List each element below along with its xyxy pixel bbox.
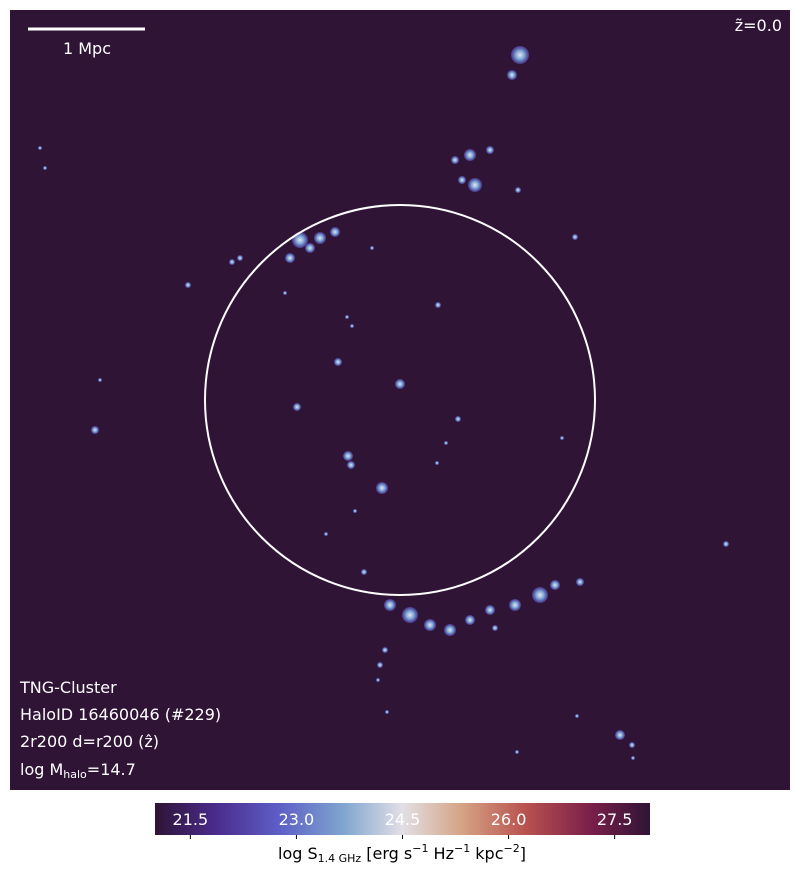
- info-line: TNG-Cluster: [19, 678, 117, 697]
- mass-suffix: =14.7: [87, 760, 136, 779]
- cb-label-exp: −1: [454, 842, 470, 855]
- emission-blob: [43, 166, 47, 170]
- emission-blob: [435, 461, 439, 465]
- emission-blob: [370, 246, 374, 250]
- colorbar-tick-label: 21.5: [173, 810, 209, 829]
- emission-blob: [572, 234, 578, 240]
- mass-prefix: log M: [20, 760, 63, 779]
- colorbar: [155, 803, 650, 835]
- emission-blob: [293, 403, 301, 411]
- emission-blob: [324, 532, 328, 536]
- emission-blob: [305, 243, 315, 253]
- emission-blob: [384, 599, 396, 611]
- emission-blob: [464, 149, 476, 161]
- emission-blob: [185, 282, 191, 288]
- emission-blob: [330, 227, 340, 237]
- emission-blob: [468, 178, 482, 192]
- emission-blob: [292, 232, 308, 248]
- emission-blob: [465, 615, 475, 625]
- emission-blob: [361, 569, 367, 575]
- colorbar-tick-label: 23.0: [279, 810, 315, 829]
- colorbar-label: log S1.4 GHz [erg s−1 Hz−1 kpc−2]: [278, 842, 526, 865]
- cb-label-exp: −1: [412, 842, 428, 855]
- emission-blob: [492, 625, 498, 631]
- emission-blob: [376, 678, 380, 682]
- emission-blob: [550, 580, 560, 590]
- emission-blob: [629, 742, 635, 748]
- emission-blob: [382, 647, 388, 653]
- emission-blob: [345, 315, 349, 319]
- emission-blob: [285, 253, 295, 263]
- emission-blob: [485, 605, 495, 615]
- colorbar-tick-label: 26.0: [491, 810, 527, 829]
- emission-blob: [507, 70, 517, 80]
- info-line: 2r200 d=r200 (ẑ): [20, 732, 159, 751]
- emission-blob: [38, 146, 42, 150]
- cb-label-unit: Hz: [428, 844, 454, 863]
- mass-subscript: halo: [63, 768, 87, 781]
- emission-blob: [91, 426, 99, 434]
- emission-blob: [98, 378, 102, 382]
- cb-label-unit: kpc: [470, 844, 503, 863]
- emission-blob: [424, 619, 436, 631]
- emission-blob: [532, 587, 548, 603]
- emission-blob: [509, 599, 521, 611]
- info-line: HaloID 16460046 (#229): [20, 705, 221, 724]
- scale-bar-label: 1 Mpc: [63, 39, 111, 58]
- emission-blob: [402, 607, 418, 623]
- emission-blob: [435, 302, 441, 308]
- emission-blob: [458, 176, 466, 184]
- emission-blob: [723, 541, 729, 547]
- r200-circle: [204, 204, 596, 596]
- emission-blob: [334, 358, 342, 366]
- emission-blob: [560, 436, 564, 440]
- emission-blob: [347, 461, 355, 469]
- map-background: [10, 10, 790, 790]
- emission-blob: [229, 259, 235, 265]
- emission-blob: [314, 232, 326, 244]
- cb-label-unit: [erg s: [361, 844, 412, 863]
- emission-blob: [376, 482, 388, 494]
- cb-label-exp: −2: [504, 842, 520, 855]
- emission-blob: [385, 710, 389, 714]
- emission-blob: [575, 714, 579, 718]
- redshift-label: z̃=0.0: [735, 16, 782, 35]
- mass-label: log Mhalo=14.7: [20, 760, 136, 781]
- colorbar-ticks: 21.5 23.0 24.5 26.0 27.5: [173, 810, 633, 839]
- emission-blob: [283, 291, 287, 295]
- emission-blob: [615, 730, 625, 740]
- emission-blob: [451, 156, 459, 164]
- emission-blob: [444, 624, 456, 636]
- cb-label-sub: 1.4 GHz: [318, 852, 362, 865]
- emission-blob: [631, 756, 635, 760]
- emission-blob: [237, 255, 243, 261]
- cb-label-end: ]: [520, 844, 526, 863]
- emission-blob: [444, 441, 448, 445]
- emission-blob: [350, 324, 354, 328]
- cb-label-main: log S: [278, 844, 318, 863]
- emission-blob: [377, 662, 383, 668]
- emission-blob: [515, 187, 521, 193]
- emission-blob: [353, 509, 357, 513]
- emission-blob: [576, 578, 584, 586]
- emission-blob: [455, 416, 461, 422]
- emission-blob: [511, 46, 529, 64]
- emission-layer: [38, 46, 729, 760]
- colorbar-tick-label: 27.5: [597, 810, 633, 829]
- emission-blob: [343, 451, 353, 461]
- emission-blob: [395, 379, 405, 389]
- emission-blob: [515, 750, 519, 754]
- colorbar-tick-label: 24.5: [385, 810, 421, 829]
- emission-blob: [486, 146, 494, 154]
